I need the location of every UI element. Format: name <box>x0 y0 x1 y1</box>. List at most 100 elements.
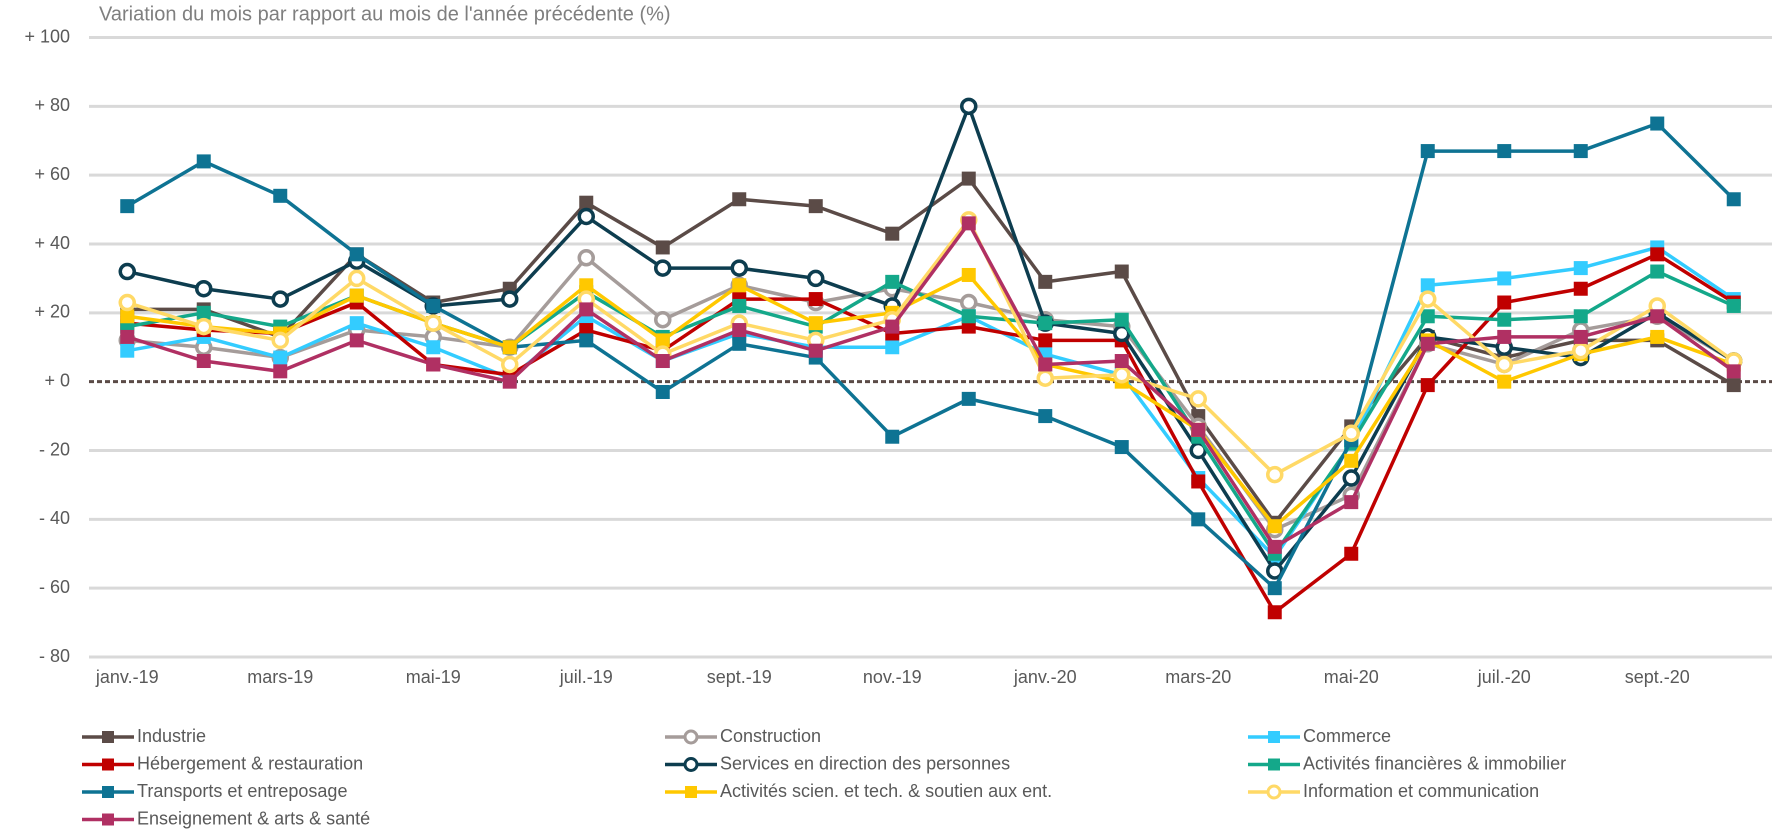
point <box>961 309 976 324</box>
legend-label: Commerce <box>1303 726 1391 746</box>
point <box>1573 144 1588 159</box>
x-tick-label: sept.-20 <box>1625 667 1690 687</box>
legend-label: Industrie <box>137 726 206 746</box>
point <box>1573 309 1588 324</box>
point <box>1572 341 1590 360</box>
y-tick-label: + 40 <box>34 233 70 253</box>
point <box>1726 192 1741 207</box>
point <box>1267 605 1282 620</box>
point <box>732 192 747 207</box>
point <box>501 355 519 374</box>
y-tick-label: + 20 <box>34 302 70 322</box>
point <box>195 279 213 298</box>
legend-item: Construction <box>665 726 821 746</box>
point <box>349 247 364 262</box>
legend-item: Commerce <box>1248 726 1391 746</box>
point <box>501 290 519 308</box>
point <box>426 298 441 313</box>
point <box>732 323 747 338</box>
point <box>1497 295 1512 310</box>
legend-item: Activités scien. et tech. & soutien aux … <box>665 781 1052 801</box>
point <box>960 97 978 116</box>
legend-marker <box>683 757 699 772</box>
legend-item: Information et communication <box>1248 781 1539 801</box>
point <box>1420 278 1435 293</box>
point <box>1036 369 1054 387</box>
point <box>120 199 135 214</box>
chart-title: Variation du mois par rapport au mois de… <box>99 3 671 25</box>
x-tick-label: juil.-19 <box>559 667 613 687</box>
point <box>1497 312 1512 327</box>
point <box>885 226 900 241</box>
point <box>1420 336 1435 351</box>
point <box>732 278 747 293</box>
point <box>118 262 136 281</box>
series-line <box>126 221 1735 549</box>
point <box>1191 474 1206 489</box>
series <box>120 216 1741 554</box>
point <box>1495 355 1513 374</box>
point <box>426 357 441 372</box>
point <box>1419 290 1437 308</box>
series-line <box>127 252 1735 615</box>
x-tick-label: mai-19 <box>406 667 461 687</box>
point <box>1497 144 1512 159</box>
point <box>195 317 213 336</box>
point <box>1344 546 1359 561</box>
point <box>424 314 442 332</box>
point <box>196 305 211 320</box>
point <box>732 298 747 313</box>
point <box>426 340 441 355</box>
point <box>1038 409 1053 424</box>
legend-label: Information et communication <box>1303 781 1539 801</box>
point <box>1573 261 1588 276</box>
point <box>1650 309 1665 324</box>
point <box>349 316 364 331</box>
legend-label: Activités financières & immobilier <box>1303 753 1566 773</box>
point <box>271 290 289 308</box>
series <box>120 247 1741 620</box>
point <box>120 309 135 324</box>
legend-item: Transports et entreposage <box>82 781 347 801</box>
y-tick-label: - 60 <box>39 577 70 597</box>
point <box>273 364 288 379</box>
point <box>960 293 978 312</box>
point <box>1650 116 1665 131</box>
point <box>808 199 823 214</box>
y-tick-label: - 40 <box>39 508 70 528</box>
legend-marker <box>102 758 114 771</box>
x-tick-label: janv.-20 <box>1013 667 1077 687</box>
legend-item: Activités financières & immobilier <box>1248 753 1566 773</box>
point <box>1114 354 1129 369</box>
point <box>808 292 823 307</box>
legend-marker <box>102 731 114 743</box>
point <box>808 316 823 331</box>
legend-label: Enseignement & arts & santé <box>137 808 370 828</box>
point <box>196 154 211 169</box>
y-tick-label: - 80 <box>39 646 70 666</box>
point <box>1497 374 1512 389</box>
point <box>885 274 900 289</box>
point <box>1191 422 1206 437</box>
series <box>120 116 1741 596</box>
point <box>349 288 364 303</box>
legend-label: Transports et entreposage <box>137 781 347 801</box>
x-tick-label: mars-20 <box>1165 667 1231 687</box>
series-line <box>126 218 1735 477</box>
point <box>1266 465 1284 484</box>
point <box>654 259 672 277</box>
point <box>349 333 364 348</box>
y-tick-label: + 0 <box>44 370 70 390</box>
point <box>732 336 747 351</box>
point <box>1114 264 1129 279</box>
point <box>1344 453 1359 468</box>
point <box>885 340 900 355</box>
x-tick-label: juil.-20 <box>1477 667 1531 687</box>
point <box>808 343 823 358</box>
point <box>1342 424 1360 443</box>
point <box>1038 357 1053 372</box>
point <box>196 354 211 369</box>
point <box>1344 495 1359 510</box>
point <box>1267 519 1282 534</box>
